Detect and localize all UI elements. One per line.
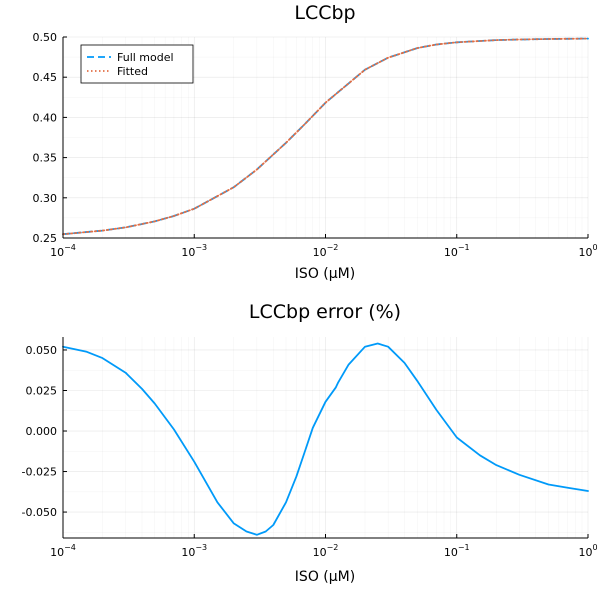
- tick-labels: 10−4 10−3 10−2 10−1 100 -0.050 -0.025 0.000 0.02…: [22, 344, 598, 559]
- x-tick-label: 10−3: [181, 543, 207, 559]
- legend-label: Fitted: [117, 65, 148, 78]
- x-axis-label: ISO (μM): [295, 569, 355, 585]
- series-line: [62, 342, 589, 536]
- y-tick-label: 0.000: [26, 425, 58, 438]
- y-tick-label: 0.45: [33, 71, 58, 84]
- legend-label: Full model: [117, 51, 174, 64]
- x-tick-label: 10−2: [313, 243, 339, 259]
- x-tick-label: 100: [578, 543, 597, 559]
- y-tick-label: 0.30: [33, 192, 58, 205]
- axes: [62, 36, 589, 239]
- series-group: [62, 37, 589, 236]
- axes: [62, 337, 589, 539]
- x-tick-label: 10−4: [50, 243, 76, 259]
- x-tick-label: 10−2: [313, 543, 339, 559]
- x-tick-label: 100: [578, 243, 597, 259]
- tick-labels: 10−4 10−3 10−2 10−1 100 0.25 0.30 0.35 0.40 0.45 0…: [33, 31, 598, 259]
- y-tick-label: 0.050: [26, 344, 58, 357]
- chart-title: LCCbp: [294, 2, 355, 24]
- x-axis-label: ISO (μM): [295, 266, 355, 282]
- legend-box: [80, 44, 194, 84]
- y-tick-label: -0.025: [22, 466, 57, 479]
- x-tick-label: 10−1: [444, 243, 470, 259]
- series-group: [62, 342, 589, 536]
- y-tick-label: 0.35: [33, 152, 58, 165]
- x-tick-label: 10−4: [50, 543, 76, 559]
- y-tick-label: 0.025: [26, 384, 58, 397]
- x-tick-label: 10−1: [444, 543, 470, 559]
- grid: [62, 337, 589, 538]
- lccbp-chart: LCCbp 10−4 10−3 10−2 10−1 100 0.25 0.30 0.35 0.4…: [33, 2, 598, 282]
- y-tick-label: 0.25: [33, 232, 58, 245]
- fitted-line: [62, 37, 589, 236]
- lccbp-error-chart: LCCbp error (%) 10−4 10−3 10−2 10−1 100 -0.05…: [22, 301, 598, 585]
- x-tick-label: 10−3: [181, 243, 207, 259]
- chart-title: LCCbp error (%): [249, 301, 401, 323]
- y-tick-label: 0.40: [33, 111, 58, 124]
- y-tick-label: -0.050: [22, 506, 57, 519]
- y-tick-label: 0.50: [33, 31, 58, 44]
